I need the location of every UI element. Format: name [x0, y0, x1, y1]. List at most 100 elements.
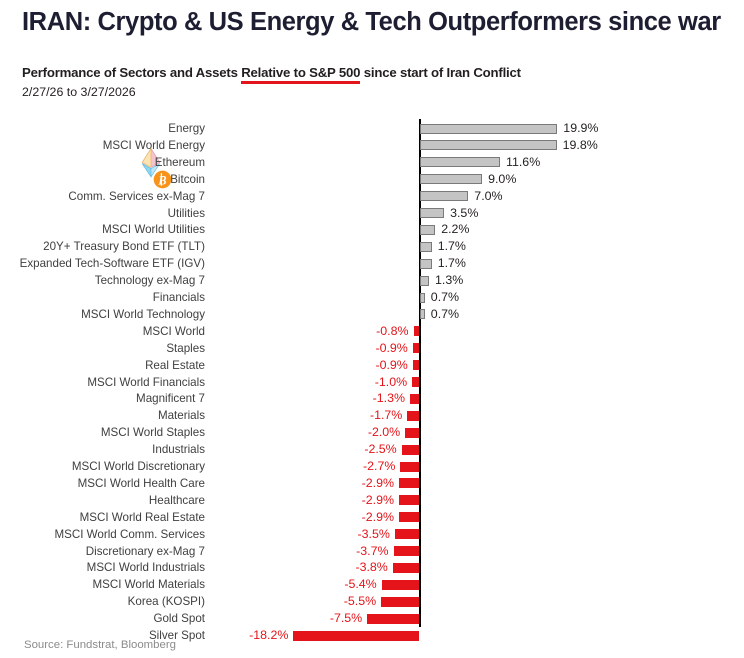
bar-negative [401, 444, 419, 455]
bar-negative [293, 630, 419, 641]
chart-row: MSCI World Materials -5.4% [0, 576, 744, 593]
bar-negative [412, 377, 419, 387]
category-label: Healthcare [148, 493, 205, 507]
value-label: -2.9% [361, 475, 394, 490]
category-label: MSCI World Comm. Services [54, 527, 205, 541]
chart-row: Energy 19.9% [0, 120, 744, 137]
bar-negative [381, 579, 419, 590]
bar-negative [407, 410, 419, 421]
value-label: -1.7% [369, 408, 403, 423]
category-label: Comm. Services ex-Mag 7 [68, 189, 205, 203]
chart-row: MSCI World Comm. Services -3.5% [0, 526, 744, 543]
bar-positive [420, 309, 425, 320]
chart-row: MSCI World -0.8% [0, 323, 744, 340]
chart-row: MSCI World Staples -2.0% [0, 424, 744, 441]
bar-negative [399, 512, 419, 523]
category-label: MSCI World Industrials [86, 561, 205, 575]
category-label: MSCI World Health Care [77, 476, 205, 490]
category-label: Ethereum [154, 155, 205, 169]
value-label: -0.9% [375, 357, 408, 372]
chart-row: 20Y+ Treasury Bond ETF (TLT) 1.7% [0, 238, 744, 255]
chart-row: MSCI World Real Estate -2.9% [0, 509, 744, 526]
value-label: -5.4% [344, 577, 377, 592]
value-label: -0.9% [375, 340, 408, 355]
chart-row: MSCI World Health Care -2.9% [0, 475, 744, 492]
bar-negative [399, 495, 419, 506]
bar-positive [420, 224, 436, 235]
chart-row: MSCI World Discretionary -2.7% [0, 458, 744, 475]
ethereum-icon [138, 147, 164, 178]
bar-positive [420, 157, 500, 168]
bar-negative [412, 343, 419, 354]
chart-row: Magnificent 7 -1.3% [0, 390, 744, 407]
value-label: -7.5% [329, 611, 363, 626]
chart-row: Healthcare -2.9% [0, 492, 744, 509]
category-label: MSCI World Financials [87, 375, 205, 389]
bar-positive [420, 191, 469, 202]
bar-negative [405, 427, 419, 438]
bar-positive [420, 140, 557, 151]
chart-row: Real Estate -0.9% [0, 357, 744, 374]
bar-negative [412, 360, 419, 371]
chart-row: MSCI World Energy 19.8% [0, 137, 744, 154]
value-label: -1.3% [372, 391, 405, 406]
value-label: 2.2% [441, 222, 470, 237]
bar-negative [410, 393, 419, 404]
value-label: -3.7% [356, 543, 389, 558]
bar-positive [420, 123, 558, 134]
source-note: Source: Fundstrat, Bloomberg [24, 639, 176, 651]
chart-row: Financials 0.7% [0, 289, 744, 306]
chart-row: MSCI World Technology 0.7% [0, 306, 744, 323]
category-label: Gold Spot [153, 612, 205, 626]
category-label: MSCI World Materials [92, 578, 205, 592]
value-label: 9.0% [488, 171, 517, 186]
value-label: -2.5% [364, 442, 397, 457]
page-title: IRAN: Crypto & US Energy & Tech Outperfo… [22, 8, 721, 36]
value-label: 19.9% [563, 121, 599, 135]
category-label: Discretionary ex-Mag 7 [85, 544, 205, 558]
bar-positive [420, 292, 425, 303]
bar-negative [399, 478, 419, 489]
category-label: Expanded Tech-Software ETF (IGV) [19, 257, 205, 271]
category-label: Technology ex-Mag 7 [94, 274, 205, 288]
value-label: 11.6% [506, 154, 541, 169]
category-label: Financials [152, 291, 205, 304]
category-label: Magnificent 7 [136, 392, 205, 406]
value-label: -2.9% [361, 492, 394, 507]
category-label: MSCI World Staples [100, 426, 205, 440]
value-label: 1.3% [435, 273, 464, 288]
category-label: MSCI World Technology [81, 307, 205, 321]
bar-positive [420, 275, 429, 286]
chart-row: Technology ex-Mag 7 1.3% [0, 272, 744, 289]
chart-row: MSCI World Industrials -3.8% [0, 559, 744, 576]
category-label: Bitcoin [170, 172, 205, 186]
date-range: 2/27/26 to 3/27/2026 [22, 85, 136, 99]
chart-row: Silver Spot -18.2% [0, 627, 744, 644]
category-label: Industrials [152, 443, 205, 457]
chart-row: MSCI World Financials -1.0% [0, 374, 744, 391]
bar-positive [420, 174, 483, 185]
bar-negative [393, 546, 419, 556]
subtitle-part-after: since start of Iran Conflict [360, 65, 521, 80]
bitcoin-icon: B [153, 170, 172, 189]
category-label: MSCI World Discretionary [71, 460, 205, 473]
bar-positive [420, 258, 432, 269]
value-label: -2.0% [367, 425, 401, 440]
chart-row: Industrials -2.5% [0, 441, 744, 458]
category-label: MSCI World Utilities [102, 223, 205, 237]
chart-row: Gold Spot -7.5% [0, 610, 744, 627]
category-label: Silver Spot [148, 629, 205, 642]
bar-negative [367, 613, 419, 624]
category-label: Korea (KOSPI) [127, 595, 205, 609]
chart-row: Comm. Services ex-Mag 7 7.0% [0, 188, 744, 205]
category-label: Real Estate [145, 358, 205, 372]
value-label: 3.5% [450, 205, 479, 220]
value-label: -2.9% [361, 509, 394, 524]
value-label: -18.2% [249, 628, 289, 642]
bar-negative [400, 461, 419, 472]
chart-subtitle: Performance of Sectors and Assets Relati… [22, 64, 521, 84]
category-label: MSCI World [142, 324, 205, 338]
category-label: Materials [157, 409, 205, 423]
category-label: 20Y+ Treasury Bond ETF (TLT) [43, 240, 205, 254]
bar-negative [394, 529, 419, 540]
